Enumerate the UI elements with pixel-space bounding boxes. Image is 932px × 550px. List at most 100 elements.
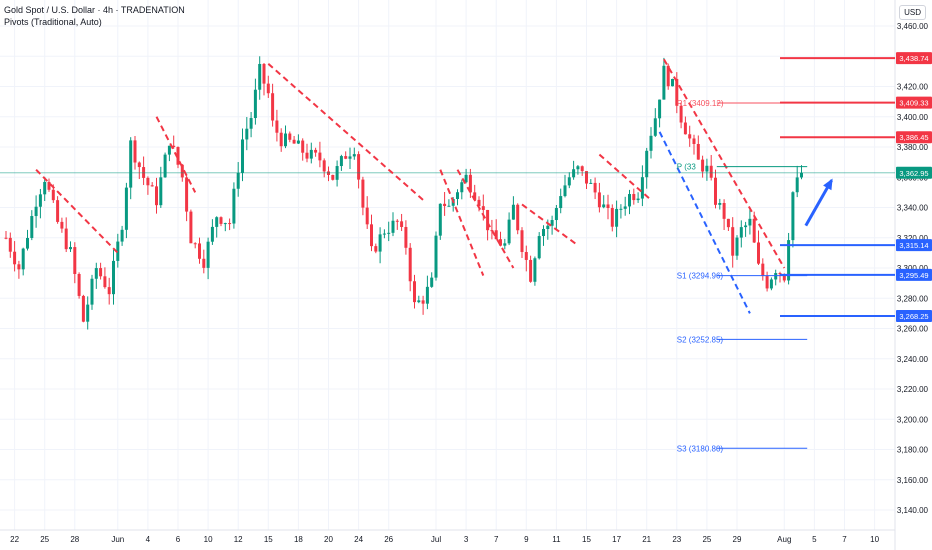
candle [133, 140, 137, 163]
candle [675, 78, 679, 106]
candle [529, 259, 533, 282]
y-tick-label: 3,380.00 [897, 143, 929, 152]
candle [550, 220, 554, 226]
y-tick-label: 3,460.00 [897, 22, 929, 31]
candle [258, 63, 262, 90]
candle [636, 198, 640, 201]
candle [193, 243, 197, 245]
candle [43, 181, 47, 195]
candle [81, 295, 85, 322]
candle [606, 204, 610, 209]
y-tick-label: 3,180.00 [897, 446, 929, 455]
candle [34, 206, 38, 217]
candle [585, 171, 588, 184]
x-tick-label: 4 [146, 535, 151, 544]
candle [404, 226, 408, 248]
candle [559, 196, 563, 209]
x-tick-label: 22 [10, 535, 19, 544]
trendline[interactable] [456, 169, 515, 269]
candle [253, 89, 257, 119]
candle [421, 300, 425, 304]
x-tick-label: 20 [324, 535, 333, 544]
x-tick-label: 28 [70, 535, 79, 544]
x-tick-label: 15 [264, 535, 273, 544]
candle [288, 133, 292, 140]
trendline[interactable] [155, 116, 197, 193]
pivot-label: P (33 [677, 163, 697, 172]
candle [370, 224, 373, 247]
candle [206, 241, 210, 268]
candle [546, 225, 550, 229]
x-tick-label: 25 [702, 535, 711, 544]
up-arrow-head-icon [823, 178, 833, 191]
trendline[interactable] [35, 168, 119, 254]
candle [348, 156, 352, 159]
candle [21, 248, 25, 270]
trendline[interactable] [598, 153, 652, 201]
candle [219, 217, 223, 224]
candle [434, 235, 438, 278]
candle [486, 209, 490, 231]
candle [47, 181, 51, 190]
candle [477, 199, 481, 207]
candle [167, 145, 171, 155]
candle [155, 186, 158, 206]
trendline[interactable] [663, 58, 786, 269]
candle [438, 203, 442, 236]
candle [245, 128, 249, 140]
candle [150, 185, 154, 187]
candle [382, 233, 386, 235]
candle [249, 118, 253, 129]
candle [735, 237, 739, 256]
trendline[interactable] [521, 203, 579, 247]
candle [146, 177, 150, 186]
support-price-tag [896, 239, 932, 252]
candle [339, 156, 343, 167]
candle [473, 192, 477, 200]
trendline[interactable] [658, 131, 751, 314]
candle [748, 218, 752, 226]
candle [679, 105, 683, 123]
candle [456, 192, 459, 199]
x-tick-label: 23 [672, 535, 681, 544]
y-tick-label: 3,220.00 [897, 385, 929, 394]
candle [73, 247, 77, 275]
candle [107, 287, 111, 295]
resistance-price-tag [896, 131, 932, 144]
candle [309, 149, 313, 159]
trendline[interactable] [267, 63, 424, 201]
candle [563, 185, 567, 197]
support-price-tag [896, 310, 932, 323]
chart-title: Gold Spot / U.S. Dollar · 4h · TRADENATI… [4, 5, 185, 15]
candle [692, 138, 696, 144]
candle [17, 264, 21, 270]
candle [232, 188, 236, 224]
y-tick-label: 3,420.00 [897, 83, 929, 92]
candle [765, 276, 769, 289]
candle [77, 274, 81, 296]
candle [387, 232, 391, 234]
candle [537, 236, 541, 259]
candle [413, 281, 416, 303]
y-tick-label: 3,400.00 [897, 113, 929, 122]
candle [791, 192, 795, 241]
currency-button[interactable]: USD [899, 5, 926, 20]
x-tick-label: 9 [524, 535, 529, 544]
candle [580, 166, 584, 172]
candle [395, 220, 399, 222]
candle [159, 177, 163, 206]
candle [653, 118, 657, 136]
current-price-tag-text: 3,362.95 [899, 169, 928, 178]
resistance-price-tag-text: 3,386.45 [899, 133, 928, 142]
candle [787, 240, 791, 281]
candle [662, 65, 666, 100]
candle [51, 189, 55, 201]
candle [116, 241, 120, 261]
candle [4, 237, 8, 239]
y-tick-label: 3,300.00 [897, 264, 929, 273]
candle [752, 218, 756, 243]
candle [503, 243, 507, 246]
trendline[interactable] [439, 169, 485, 276]
candle [185, 177, 189, 212]
